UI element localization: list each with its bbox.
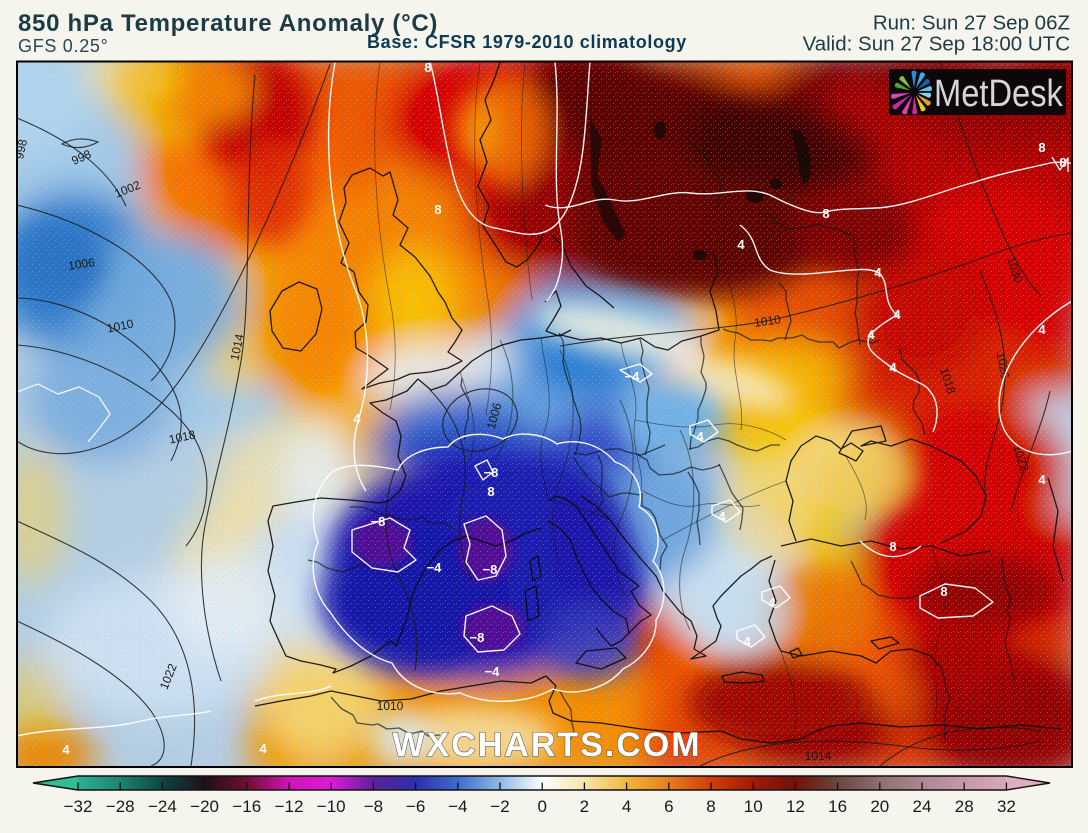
svg-text:−8: −8 xyxy=(483,562,498,577)
svg-text:4: 4 xyxy=(353,411,361,426)
svg-text:4: 4 xyxy=(1038,472,1046,487)
svg-text:4: 4 xyxy=(743,634,751,649)
svg-text:4: 4 xyxy=(867,327,875,342)
svg-text:8: 8 xyxy=(822,206,829,221)
svg-text:−12: −12 xyxy=(275,797,304,816)
svg-text:4: 4 xyxy=(718,509,726,524)
svg-text:1014: 1014 xyxy=(227,332,246,361)
svg-text:8: 8 xyxy=(1038,140,1045,155)
svg-text:−8: −8 xyxy=(364,797,383,816)
svg-text:−4: −4 xyxy=(427,560,443,575)
svg-text:Base: CFSR 1979-2010 climatolo: Base: CFSR 1979-2010 climatology xyxy=(367,32,687,52)
svg-text:4: 4 xyxy=(696,429,704,444)
svg-text:1010: 1010 xyxy=(377,699,404,713)
svg-text:12: 12 xyxy=(786,797,805,816)
svg-text:16: 16 xyxy=(828,797,847,816)
svg-text:−4: −4 xyxy=(485,664,501,679)
svg-text:4: 4 xyxy=(737,237,745,252)
svg-text:−4: −4 xyxy=(625,369,641,384)
svg-text:1014: 1014 xyxy=(805,749,832,763)
svg-text:−8: −8 xyxy=(371,514,386,529)
svg-text:1010: 1010 xyxy=(106,316,135,335)
svg-text:MetDesk: MetDesk xyxy=(934,72,1063,115)
svg-text:−20: −20 xyxy=(190,797,219,816)
svg-text:4: 4 xyxy=(1038,322,1046,337)
svg-text:−6: −6 xyxy=(406,797,425,816)
svg-text:1006: 1006 xyxy=(67,255,96,273)
svg-text:24: 24 xyxy=(913,797,932,816)
svg-text:4: 4 xyxy=(259,741,267,756)
svg-text:1010: 1010 xyxy=(753,312,782,330)
svg-text:1006: 1006 xyxy=(484,401,505,431)
svg-text:0: 0 xyxy=(537,797,546,816)
svg-text:1026: 1026 xyxy=(994,351,1012,380)
svg-text:4: 4 xyxy=(62,742,70,757)
svg-text:8: 8 xyxy=(1059,155,1066,170)
svg-text:8: 8 xyxy=(889,539,896,554)
svg-text:8: 8 xyxy=(424,60,431,75)
svg-text:6: 6 xyxy=(664,797,673,816)
svg-text:−8: −8 xyxy=(484,465,499,480)
svg-text:−28: −28 xyxy=(106,797,135,816)
svg-text:−24: −24 xyxy=(148,797,177,816)
svg-text:−16: −16 xyxy=(232,797,261,816)
svg-text:−4: −4 xyxy=(448,797,467,816)
svg-text:−32: −32 xyxy=(64,797,93,816)
svg-text:WXCHARTS.COM: WXCHARTS.COM xyxy=(392,726,701,764)
svg-text:GFS 0.25°: GFS 0.25° xyxy=(18,36,109,56)
svg-text:Run: Sun 27 Sep 06Z: Run: Sun 27 Sep 06Z xyxy=(873,12,1070,35)
svg-text:20: 20 xyxy=(870,797,889,816)
svg-text:1018: 1018 xyxy=(168,427,197,446)
svg-text:−2: −2 xyxy=(490,797,509,816)
svg-text:998: 998 xyxy=(12,138,30,161)
svg-text:10: 10 xyxy=(744,797,763,816)
svg-text:28: 28 xyxy=(955,797,974,816)
svg-text:−8: −8 xyxy=(470,630,485,645)
svg-text:2: 2 xyxy=(580,797,589,816)
svg-text:Valid: Sun 27 Sep 18:00 UTC: Valid: Sun 27 Sep 18:00 UTC xyxy=(803,33,1071,56)
svg-text:4: 4 xyxy=(768,595,776,610)
svg-text:4: 4 xyxy=(893,307,901,322)
svg-text:8: 8 xyxy=(434,202,441,217)
svg-text:4: 4 xyxy=(874,265,882,280)
svg-text:4: 4 xyxy=(889,360,897,375)
svg-text:8: 8 xyxy=(487,484,494,499)
svg-text:8: 8 xyxy=(940,584,947,599)
svg-text:8: 8 xyxy=(706,797,715,816)
svg-text:−10: −10 xyxy=(317,797,346,816)
svg-text:32: 32 xyxy=(997,797,1016,816)
svg-text:850 hPa Temperature Anomaly (°: 850 hPa Temperature Anomaly (°C) xyxy=(18,10,438,37)
svg-text:4: 4 xyxy=(622,797,631,816)
